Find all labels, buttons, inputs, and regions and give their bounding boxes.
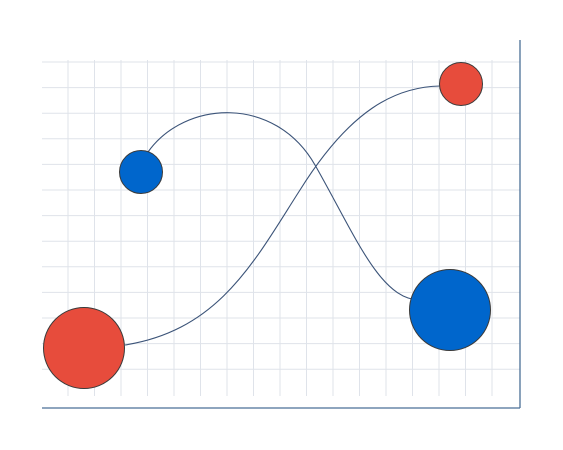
curve-large-red-to-small-red: [124, 85, 441, 346]
nodes: [43, 62, 491, 389]
small-red-node: [439, 62, 483, 106]
large-red-node: [43, 307, 125, 389]
connections: [124, 85, 441, 346]
small-blue-node: [119, 150, 163, 194]
curve-small-blue-to-large-blue: [147, 112, 421, 301]
large-blue-node: [409, 269, 491, 351]
frame: [42, 40, 521, 409]
